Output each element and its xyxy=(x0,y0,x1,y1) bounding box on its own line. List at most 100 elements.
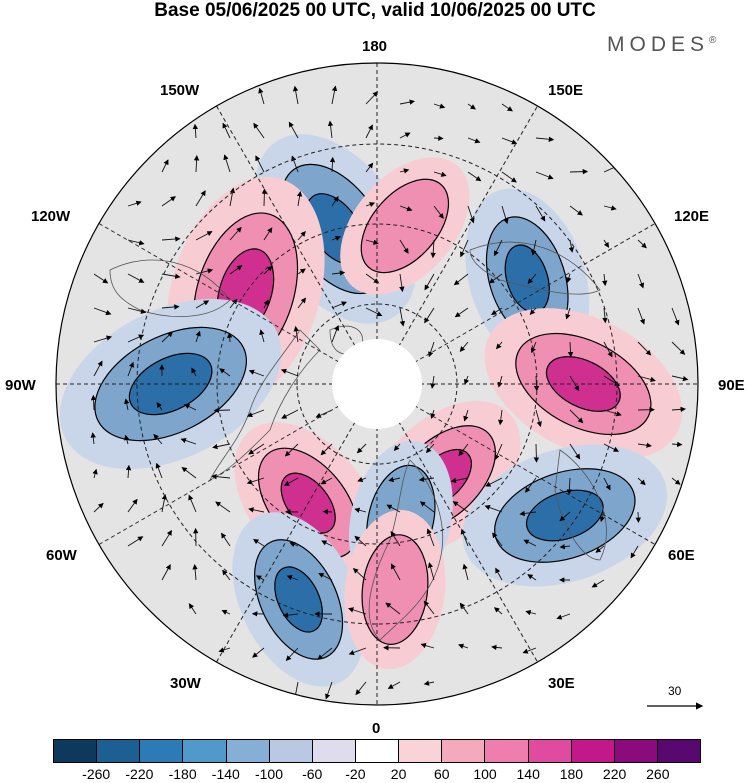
colorbar-tick-label: -220 xyxy=(125,766,154,782)
wind-vector-arrow xyxy=(248,369,265,377)
map-title: Base 05/06/2025 00 UTC, valid 10/06/2025… xyxy=(154,0,596,21)
wind-vector-arrow xyxy=(229,265,243,275)
wind-vector-arrow xyxy=(213,407,231,414)
wind-vector-arrow xyxy=(124,398,130,411)
brand-text: MODES xyxy=(607,33,710,56)
wind-vector-arrow xyxy=(393,443,401,451)
wind-vector-arrow xyxy=(569,409,584,424)
wind-vector-arrow xyxy=(127,334,145,343)
wind-vector-arrow xyxy=(365,162,374,173)
wind-vector-arrow xyxy=(671,375,689,382)
wind-vector-arrow xyxy=(525,477,537,493)
wind-vector-arrow xyxy=(603,341,613,358)
wind-vector-arrow xyxy=(430,375,436,389)
wind-vector-arrow xyxy=(494,443,503,461)
wind-vector-arrow xyxy=(433,171,447,177)
wind-vector-arrow xyxy=(297,231,306,241)
wind-vector-arrow xyxy=(192,123,199,139)
wind-vector-arrow xyxy=(253,122,265,139)
wind-vector-arrow xyxy=(296,191,303,207)
wind-vector-arrow xyxy=(261,188,268,207)
wind-vector-arrow xyxy=(635,511,641,523)
label-180: 180 xyxy=(362,38,388,55)
wind-vector-arrow xyxy=(288,121,299,139)
colorbar-swatch xyxy=(528,740,572,762)
wind-vector-arrow xyxy=(497,375,503,388)
wind-vector-arrow xyxy=(365,91,379,105)
modes-logo: MODES® xyxy=(607,33,716,57)
wind-vector-arrow xyxy=(423,600,435,615)
wind-vector-arrow xyxy=(459,341,469,352)
wind-vector-arrow xyxy=(566,477,573,495)
colorbar-tick-label: -20 xyxy=(345,766,366,782)
wind-vector-arrow xyxy=(293,325,299,343)
wind-vector-arrow xyxy=(603,443,620,452)
colorbar-swatch xyxy=(657,740,701,762)
wind-vector-arrow xyxy=(255,575,265,581)
wind-vector-arrow xyxy=(223,154,231,173)
wind-vector-arrow xyxy=(331,301,348,309)
wind-vector-arrow xyxy=(222,569,231,581)
wind-vector-arrow xyxy=(603,205,617,211)
wind-vector-arrow xyxy=(365,124,373,139)
label-90e: 90E xyxy=(718,377,745,394)
wind-vector-arrow xyxy=(535,171,554,180)
wind-vector-arrow xyxy=(467,171,482,182)
wind-vector-arrow xyxy=(488,273,503,284)
label-120e: 120E xyxy=(674,208,710,225)
wind-vector-arrow xyxy=(329,156,336,173)
wind-vector-arrow xyxy=(156,402,163,411)
wind-vector-arrow xyxy=(637,442,652,448)
wind-vector-arrow xyxy=(93,273,109,284)
wind-vector-arrow xyxy=(430,239,436,259)
wind-vector-arrow xyxy=(501,103,513,112)
wind-vector-arrow xyxy=(281,409,299,419)
wind-vector-arrow xyxy=(229,187,236,207)
wind-vector-arrow xyxy=(127,536,144,547)
wind-vector-arrow xyxy=(569,443,581,460)
wind-vector-arrow xyxy=(246,477,265,485)
wind-vector-arrow xyxy=(286,575,299,581)
wind-vector-arrow xyxy=(365,273,380,284)
wind-vector-arrow xyxy=(399,307,406,327)
colorbar-tick-label: -100 xyxy=(254,766,284,782)
anomaly-fields xyxy=(59,134,683,687)
wind-vector-arrow xyxy=(125,464,132,479)
graticule xyxy=(56,63,698,705)
wind-vector-arrow xyxy=(211,473,231,480)
colorbar-swatch xyxy=(399,740,443,762)
wind-vector-arrow xyxy=(599,511,606,523)
positive-anomaly-center xyxy=(340,157,470,295)
colorbar-tick-label: 140 xyxy=(516,766,540,782)
wind-vector-arrow xyxy=(423,680,435,686)
wind-vector-arrow xyxy=(155,462,163,479)
wind-vector-arrow xyxy=(222,122,231,139)
colorbar-swatch xyxy=(140,740,184,762)
wind-vector-arrow xyxy=(386,504,401,513)
wind-vector-arrow xyxy=(603,239,610,248)
wind-vector-arrow xyxy=(161,529,172,547)
wind-vector-arrow xyxy=(127,307,147,314)
wind-vector-arrow xyxy=(569,375,580,392)
wind-vector-arrow xyxy=(229,298,238,309)
wind-vector-arrow xyxy=(454,307,469,318)
wind-vector-arrow xyxy=(390,563,401,581)
wind-vector-arrow xyxy=(259,329,265,343)
wind-vector-arrow xyxy=(459,602,469,615)
anomaly-contour xyxy=(360,178,450,274)
colorbar-swatch xyxy=(442,740,486,762)
wind-vector-arrow xyxy=(252,647,265,658)
wind-vector-arrow xyxy=(195,330,201,343)
wind-vector-arrow xyxy=(292,85,299,105)
wind-vector-arrow xyxy=(93,335,112,343)
wind-vector-arrow xyxy=(180,437,197,445)
wind-vector-arrow xyxy=(357,476,367,482)
wind-vector-arrow xyxy=(331,270,346,276)
wind-vector-arrow xyxy=(671,477,681,485)
wind-vector-arrow xyxy=(569,205,583,216)
wind-vector-arrow xyxy=(569,168,589,175)
wind-vector-arrow xyxy=(556,613,571,620)
label-150e: 150E xyxy=(548,82,584,99)
wind-vector-arrow xyxy=(591,579,605,588)
